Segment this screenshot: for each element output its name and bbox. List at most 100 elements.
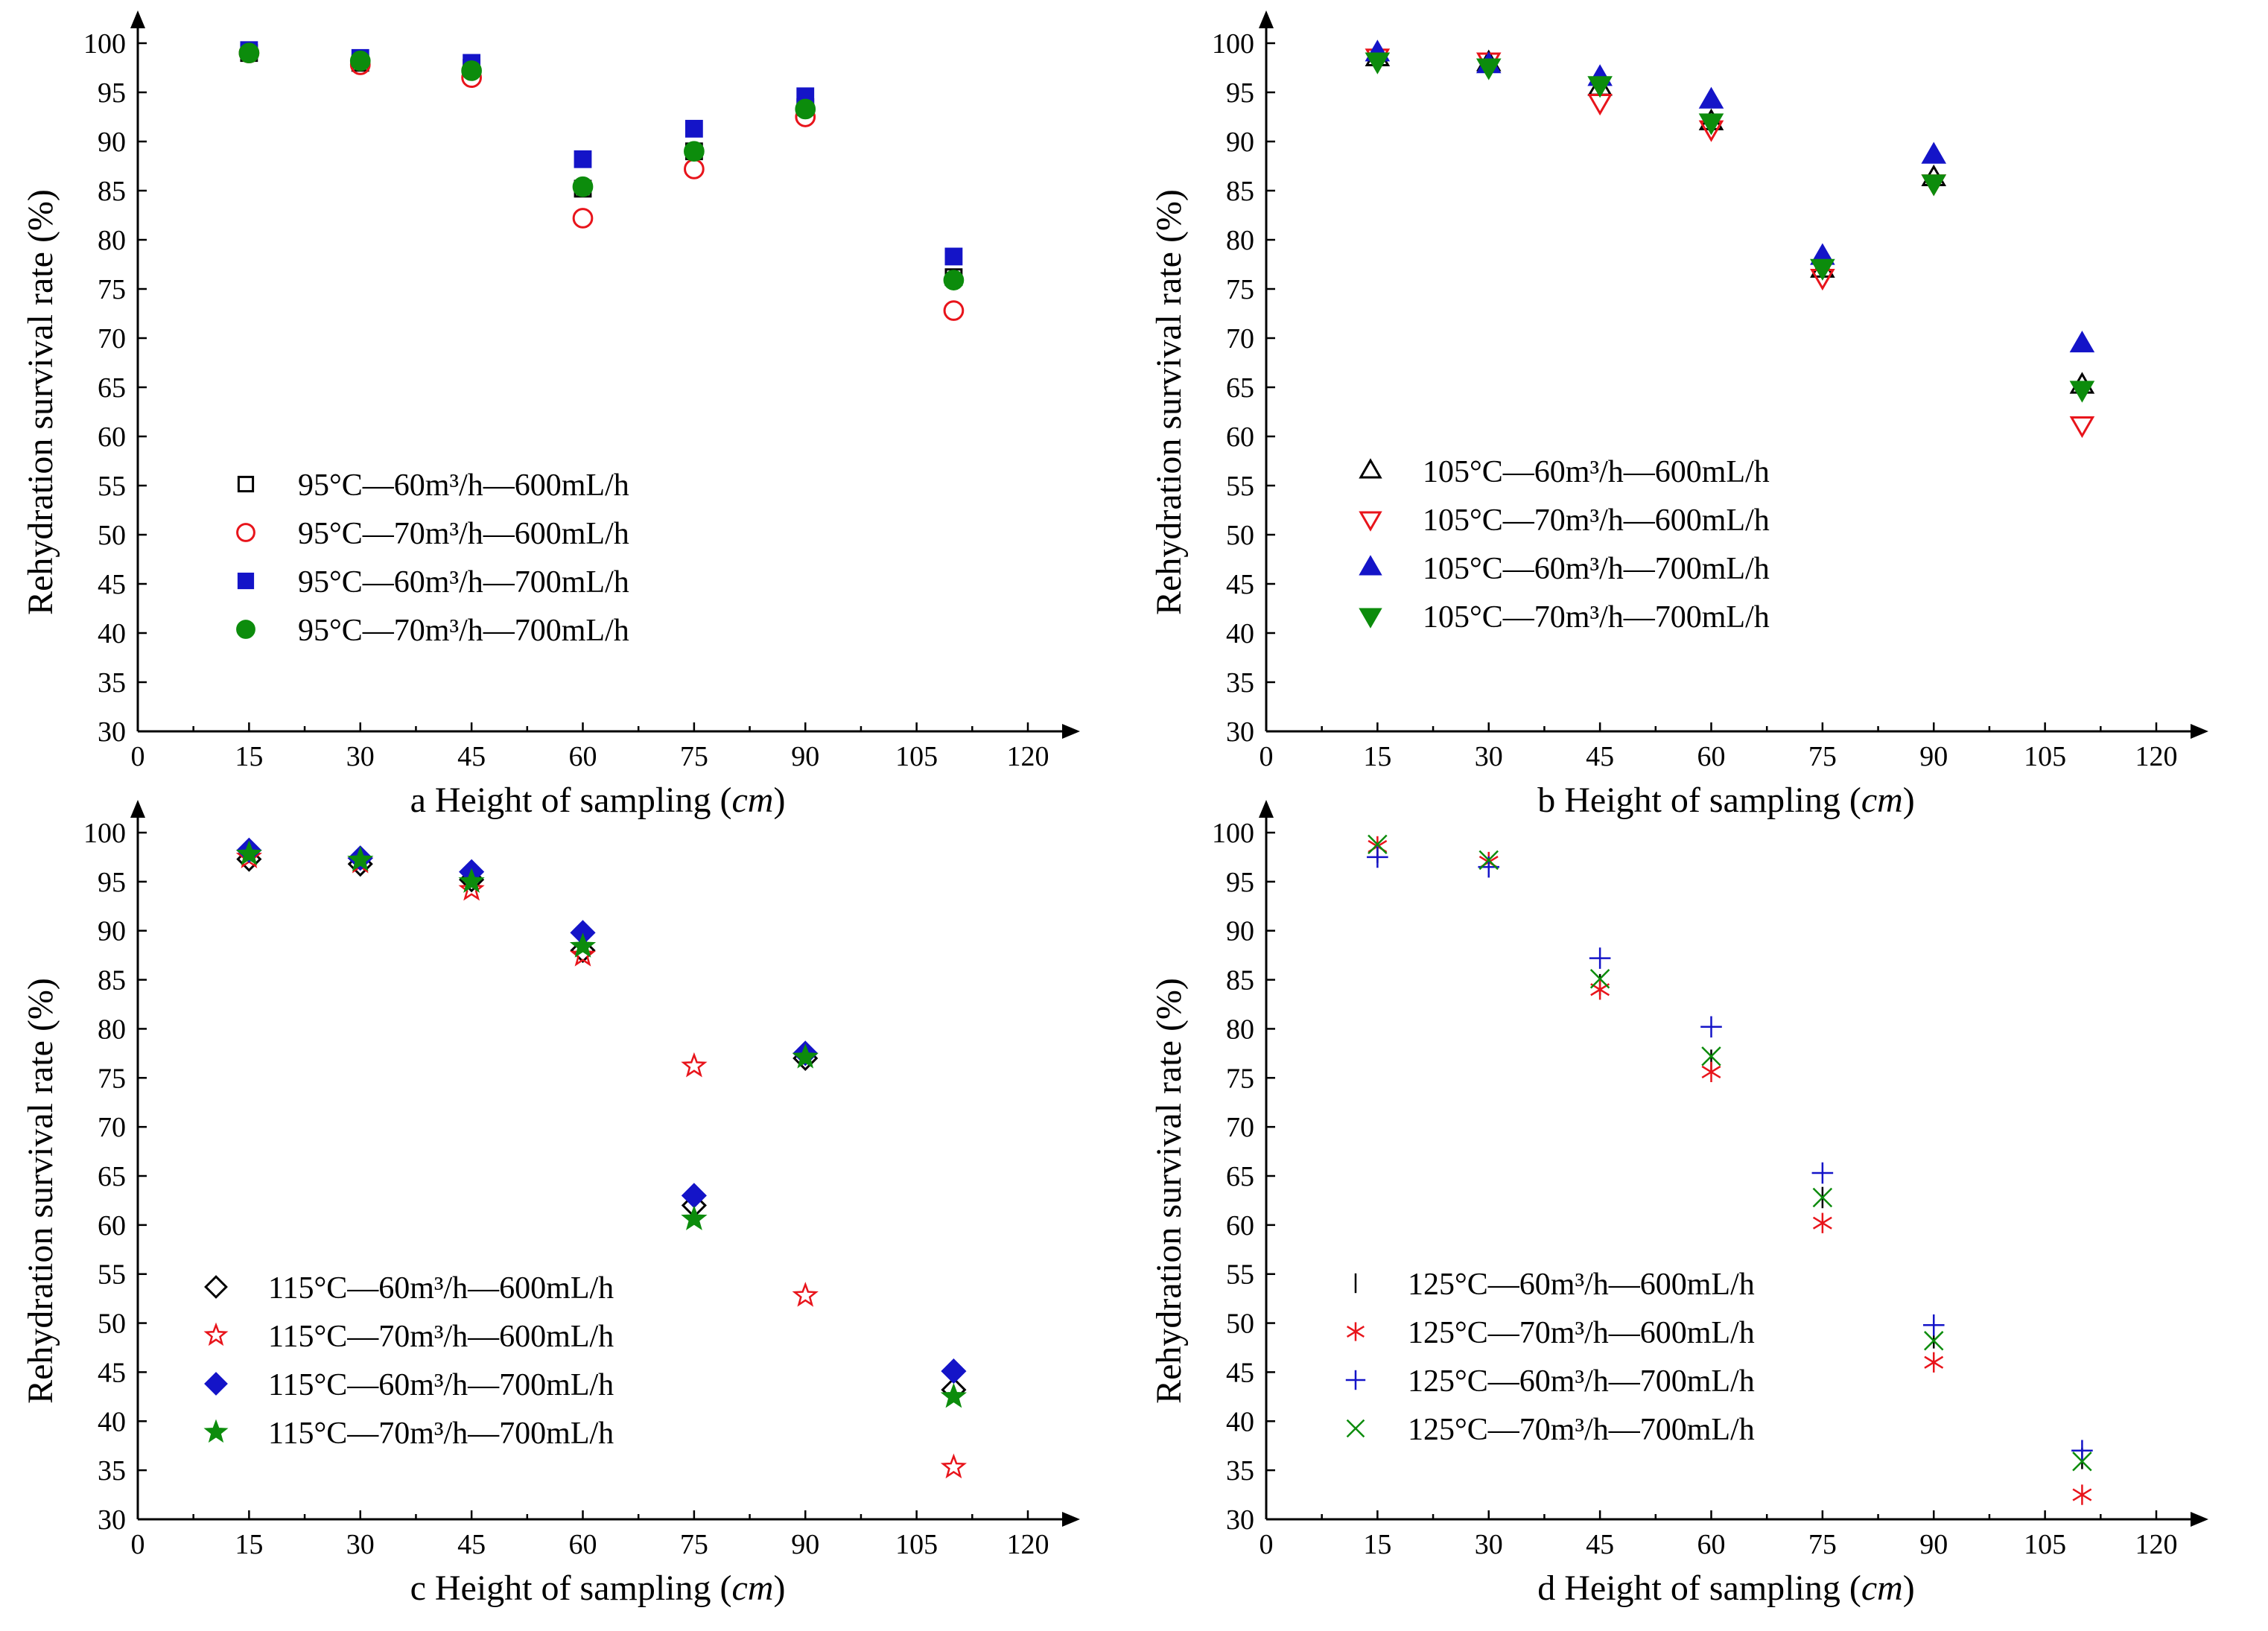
x-tick-label: 60: [569, 1529, 597, 1560]
y-tick-label: 35: [1226, 667, 1254, 699]
data-point: [1812, 1187, 1833, 1208]
y-tick-label: 70: [98, 1112, 126, 1143]
data-point: [792, 1282, 819, 1307]
legend-label: 115°C—70m³/h—600mL/h: [268, 1320, 614, 1354]
y-tick-label: 85: [98, 176, 126, 207]
y-tick-label: 85: [1226, 965, 1254, 996]
x-tick-label: 105: [895, 1529, 938, 1560]
y-tick-label: 75: [1226, 274, 1254, 305]
data-point: [572, 176, 594, 197]
legend-marker: [1359, 511, 1382, 532]
x-tick-label: 120: [1007, 741, 1049, 772]
y-tick-label: 50: [1226, 520, 1254, 551]
series-1: [236, 846, 967, 1403]
x-tick-label: 30: [346, 1529, 375, 1560]
data-point: [1698, 86, 1724, 109]
x-tick-label: 15: [235, 1529, 263, 1560]
y-tick-label: 30: [1226, 1504, 1254, 1536]
data-point: [2069, 416, 2095, 439]
data-point: [1924, 1331, 1944, 1351]
data-point: [458, 868, 485, 893]
y-tick-label: 90: [98, 916, 126, 947]
y-tick-label: 50: [98, 1309, 126, 1340]
y-tick-label: 60: [1226, 422, 1254, 453]
data-point: [1812, 1212, 1832, 1233]
legend-label: 95°C—60m³/h—700mL/h: [298, 565, 629, 600]
y-tick-label: 80: [1226, 1014, 1254, 1045]
data-point: [1701, 1061, 1721, 1083]
legend-label: 95°C—60m³/h—600mL/h: [298, 468, 629, 503]
legend-marker: [236, 620, 255, 639]
data-point: [681, 1205, 708, 1230]
series-2: [1368, 836, 2092, 1505]
data-point: [2072, 1452, 2092, 1472]
x-tick-label: 0: [131, 741, 145, 772]
x-axis-label: d Height of sampling (cm): [1537, 1568, 1915, 1608]
y-tick-label: 80: [98, 225, 126, 256]
y-tick-label: 65: [98, 1161, 126, 1192]
data-point: [1368, 834, 1388, 855]
x-tick-label: 45: [1586, 741, 1614, 772]
x-tick-label: 15: [1363, 741, 1391, 772]
series-2: [1365, 48, 2095, 439]
x-tick-label: 90: [1919, 741, 1948, 772]
y-tick-label: 100: [83, 818, 126, 849]
data-point: [1589, 947, 1611, 969]
legend-marker: [1359, 458, 1382, 479]
data-point: [1367, 846, 1388, 868]
x-tick-label: 60: [569, 741, 597, 772]
data-point: [1921, 174, 1947, 197]
x-tick-label: 15: [1363, 1529, 1391, 1560]
data-point: [1700, 1016, 1722, 1038]
y-tick-label: 30: [1226, 716, 1254, 748]
legend: 115°C—60m³/h—600mL/h 115°C—70m³/h—600mL/h…: [203, 1271, 614, 1451]
legend-label: 105°C—70m³/h—700mL/h: [1423, 600, 1770, 635]
y-axis-label: Rehydration survival rate (%): [21, 978, 60, 1404]
x-axis-label: a Height of sampling (cm): [410, 780, 786, 820]
data-point: [574, 150, 592, 168]
data-point: [1701, 1046, 1721, 1066]
y-tick-label: 100: [1212, 818, 1254, 849]
legend-marker: [1359, 555, 1382, 576]
x-tick-label: 120: [2135, 741, 2178, 772]
x-tick-label: 30: [1475, 1529, 1503, 1560]
legend-marker: [204, 1372, 228, 1396]
y-axis-label: Rehydration survival rate (%): [1149, 189, 1189, 615]
y-tick-label: 35: [1226, 1455, 1254, 1487]
legend: 125°C—60m³/h—600mL/h 125°C—70m³/h—600mL/h…: [1345, 1268, 1755, 1447]
legend-marker: [1347, 1322, 1365, 1341]
x-tick-label: 90: [791, 1529, 819, 1560]
y-tick-label: 85: [98, 965, 126, 996]
x-tick-label: 0: [1260, 741, 1274, 772]
series-2: [238, 42, 965, 321]
data-point: [238, 42, 260, 64]
x-tick-label: 90: [791, 741, 819, 772]
data-point: [2071, 1440, 2093, 1462]
legend-marker: [236, 523, 255, 542]
y-tick-label: 60: [1226, 1210, 1254, 1241]
legend-marker: [204, 1275, 228, 1299]
data-point: [235, 840, 263, 865]
legend-label: 115°C—60m³/h—600mL/h: [268, 1271, 614, 1306]
data-point: [1587, 76, 1613, 98]
data-point: [792, 1043, 819, 1069]
data-point: [2069, 330, 2095, 353]
x-tick-label: 60: [1697, 1529, 1726, 1560]
data-point: [1365, 52, 1391, 74]
data-point: [684, 159, 705, 179]
series-3: [240, 41, 963, 266]
x-tick-label: 105: [2024, 741, 2066, 772]
x-tick-label: 45: [457, 741, 486, 772]
x-axis-arrow: [2191, 1512, 2208, 1527]
y-axis-arrow: [130, 800, 145, 818]
legend-marker: [203, 1322, 229, 1347]
x-tick-label: 75: [1808, 741, 1837, 772]
data-point: [461, 60, 482, 81]
series-3: [1365, 39, 2095, 353]
legend-label: 105°C—70m³/h—600mL/h: [1423, 503, 1770, 538]
data-point: [1476, 58, 1502, 80]
y-tick-label: 90: [98, 127, 126, 158]
x-axis-arrow: [1062, 724, 1080, 739]
y-tick-label: 70: [98, 323, 126, 355]
